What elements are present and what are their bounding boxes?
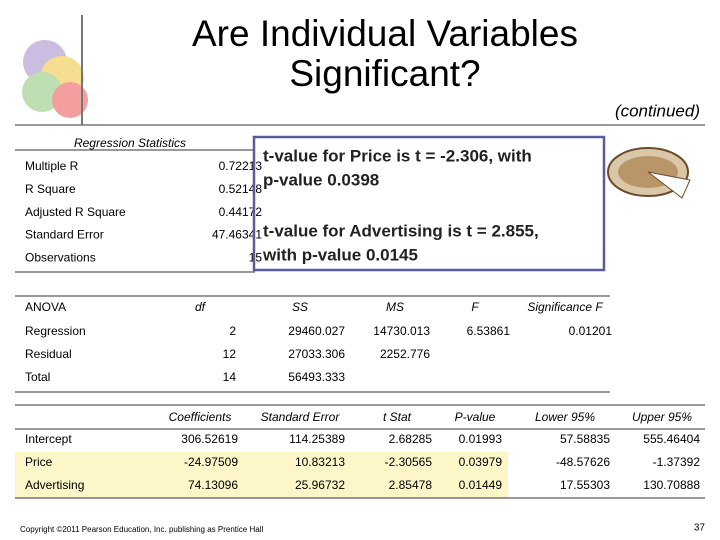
callout-text: t-value for Price is t = -2.306, with xyxy=(263,146,532,165)
row-label: Adjusted R Square xyxy=(25,205,126,219)
column-header: Standard Error xyxy=(261,410,341,424)
cell: 0.01993 xyxy=(459,432,503,446)
cell: 12 xyxy=(223,347,237,361)
row-label: Advertising xyxy=(25,478,84,492)
cell: 555.46404 xyxy=(643,432,700,446)
cell: 27033.306 xyxy=(288,347,345,361)
cell: 130.70888 xyxy=(643,478,700,492)
cell: 2 xyxy=(229,324,236,338)
cell: 2.68285 xyxy=(389,432,433,446)
cell: 306.52619 xyxy=(181,432,238,446)
row-label: Multiple R xyxy=(25,159,79,173)
cell: 29460.027 xyxy=(288,324,345,338)
column-header: ANOVA xyxy=(25,300,66,314)
cell: 10.83213 xyxy=(295,455,345,469)
cell: -48.57626 xyxy=(556,455,610,469)
cell: 0.44172 xyxy=(219,205,263,219)
column-header: MS xyxy=(386,300,404,314)
cell: 0.03979 xyxy=(459,455,503,469)
column-header: P-value xyxy=(455,410,496,424)
cell: 2252.776 xyxy=(380,347,430,361)
cell: 6.53861 xyxy=(467,324,511,338)
cell: 25.96732 xyxy=(295,478,345,492)
page-number: 37 xyxy=(694,523,706,534)
row-label: Observations xyxy=(25,250,96,264)
continued: (continued) xyxy=(615,101,700,120)
logo xyxy=(22,40,88,118)
cell: 47.46341 xyxy=(212,228,262,242)
cell: 14 xyxy=(223,370,237,384)
cell: 0.01449 xyxy=(459,478,503,492)
row-label: Regression xyxy=(25,324,86,338)
row-label: Price xyxy=(25,455,53,469)
cell: -1.37392 xyxy=(653,455,701,469)
cell: 0.01201 xyxy=(569,324,613,338)
column-header: Upper 95% xyxy=(632,410,692,424)
column-header: df xyxy=(195,300,207,314)
column-header: Significance F xyxy=(527,300,603,314)
copyright: Copyright ©2011 Pearson Education, Inc. … xyxy=(20,525,263,534)
cell: 15 xyxy=(249,250,263,264)
cell: 17.55303 xyxy=(560,478,610,492)
cell: 114.25389 xyxy=(289,432,345,446)
callout-text: with p-value 0.0145 xyxy=(262,245,418,264)
cell: 56493.333 xyxy=(288,370,345,384)
cell: 74.13096 xyxy=(188,478,238,492)
cell: 0.72213 xyxy=(219,159,263,173)
row-label: Standard Error xyxy=(25,228,104,242)
column-header: Coefficients xyxy=(169,410,232,424)
row-label: Intercept xyxy=(25,432,72,446)
cell: -24.97509 xyxy=(184,455,238,469)
column-header: Lower 95% xyxy=(535,410,595,424)
callout-box xyxy=(252,135,606,272)
cell: 57.58835 xyxy=(560,432,610,446)
cell: 14730.013 xyxy=(373,324,430,338)
column-header: t Stat xyxy=(383,410,412,424)
title: Are Individual Variables xyxy=(192,13,578,54)
title: Significant? xyxy=(289,53,480,94)
column-header: SS xyxy=(292,300,308,314)
column-header: F xyxy=(471,300,479,314)
row-label: Total xyxy=(25,370,50,384)
highlight xyxy=(15,452,508,498)
callout-text: p-value 0.0398 xyxy=(263,170,379,189)
cell: 0.52148 xyxy=(219,182,263,196)
row-label: R Square xyxy=(25,182,76,196)
callout-text: t-value for Advertising is t = 2.855, xyxy=(263,221,539,240)
table-header: Regression Statistics xyxy=(74,136,186,150)
row-label: Residual xyxy=(25,347,72,361)
cell: -2.30565 xyxy=(385,455,433,469)
cell: 2.85478 xyxy=(389,478,433,492)
pie-icon xyxy=(607,147,691,199)
